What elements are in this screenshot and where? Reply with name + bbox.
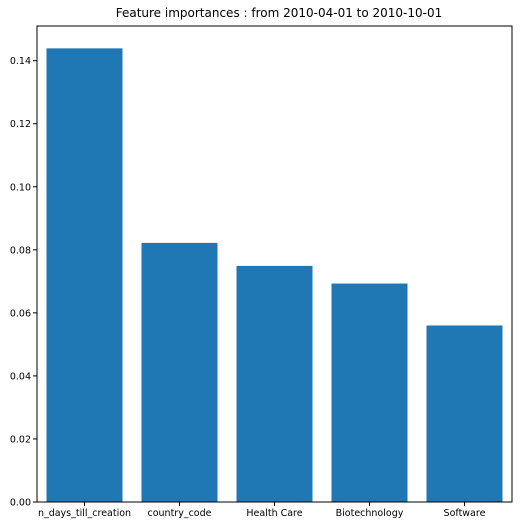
x-tick-label-1: country_code <box>148 508 212 519</box>
bars-layer <box>46 48 503 502</box>
x-tick-label-4: Software <box>444 508 486 519</box>
y-tick-label-2: 0.04 <box>10 371 31 382</box>
y-tick-label-6: 0.12 <box>10 119 31 130</box>
x-axis-ticks: n_days_till_creation country_code Health C… <box>38 502 486 519</box>
x-tick-label-0: n_days_till_creation <box>38 508 131 519</box>
y-tick-label-0: 0.00 <box>10 498 31 509</box>
y-tick-label-4: 0.08 <box>10 245 31 256</box>
chart-title: Feature importances : from 2010-04-01 to… <box>116 6 443 20</box>
bar-4 <box>426 325 503 502</box>
bar-2 <box>236 265 313 502</box>
x-tick-label-2: Health Care <box>246 508 302 519</box>
x-tick-label-3: Biotechnology <box>336 508 404 519</box>
y-tick-label-5: 0.10 <box>10 182 31 193</box>
y-tick-label-3: 0.06 <box>10 308 31 319</box>
bar-0 <box>46 48 123 502</box>
bar-1 <box>141 242 218 502</box>
y-axis-ticks: 0.00 0.02 0.04 0.06 0.08 0.10 0.12 0.14 <box>10 56 37 509</box>
y-tick-label-7: 0.14 <box>10 56 31 67</box>
y-tick-label-1: 0.02 <box>10 434 31 445</box>
bar-3 <box>331 283 408 502</box>
